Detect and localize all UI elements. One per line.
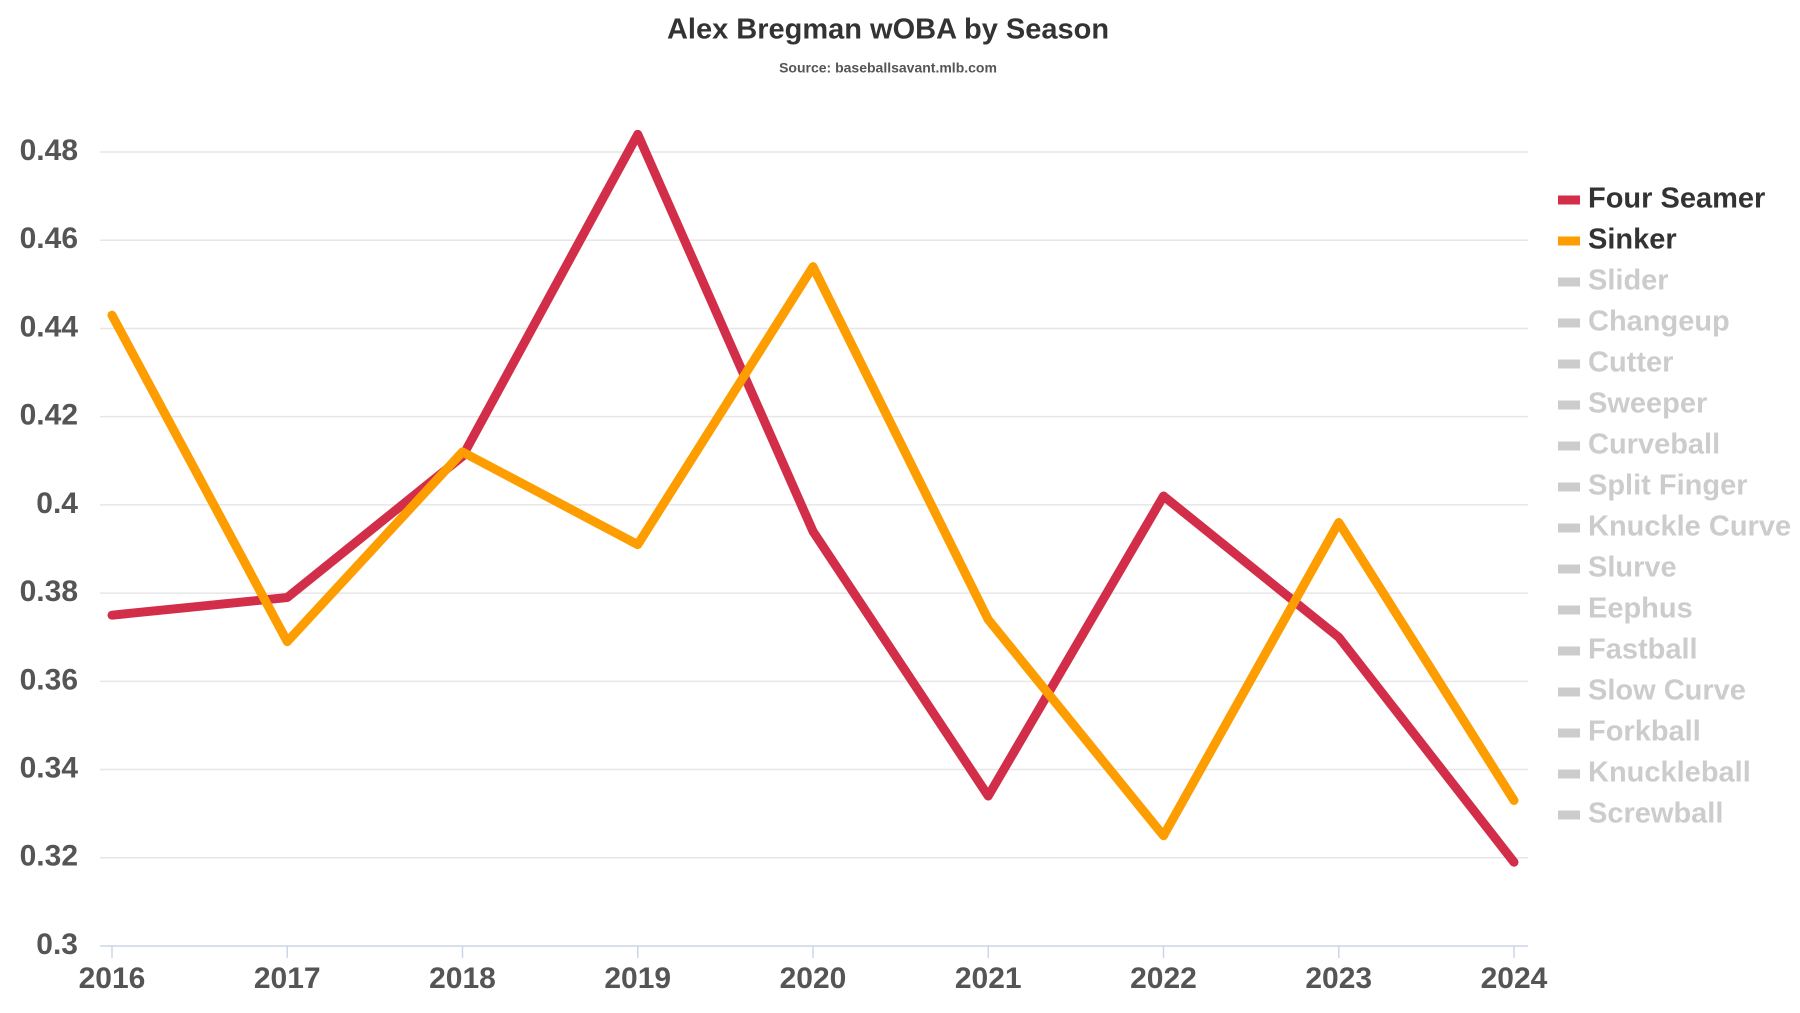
y-tick-label: 0.3 [36, 928, 78, 961]
legend-label[interactable]: Forkball [1588, 716, 1701, 748]
legend-label[interactable]: Curveball [1588, 429, 1720, 461]
y-tick-label: 0.38 [20, 575, 78, 608]
y-tick-label: 0.44 [20, 310, 79, 343]
x-tick-label: 2020 [780, 962, 847, 995]
x-tick-label: 2024 [1481, 962, 1548, 995]
series-line [107, 262, 1519, 841]
x-tick-label: 2017 [254, 962, 321, 995]
y-tick-label: 0.42 [20, 399, 78, 432]
x-tick-label: 2021 [955, 962, 1022, 995]
legend-label[interactable]: Slider [1588, 265, 1669, 297]
x-tick-label: 2016 [79, 962, 146, 995]
legend-label[interactable]: Changeup [1588, 306, 1730, 338]
chart-subtitle: Source: baseballsavant.mlb.com [779, 60, 997, 76]
y-tick-label: 0.36 [20, 663, 78, 696]
x-tick-label: 2019 [604, 962, 671, 995]
legend-label[interactable]: Eephus [1588, 593, 1693, 625]
legend-label[interactable]: Split Finger [1588, 470, 1748, 502]
legend-label[interactable]: Four Seamer [1588, 183, 1765, 215]
legend-label[interactable]: Sweeper [1588, 388, 1707, 420]
y-tick-label: 0.32 [20, 840, 78, 873]
legend-label[interactable]: Knuckle Curve [1588, 511, 1791, 543]
legend-label[interactable]: Slurve [1588, 552, 1677, 584]
legend-label[interactable]: Screwball [1588, 798, 1723, 830]
chart-title: Alex Bregman wOBA by Season [667, 14, 1109, 46]
y-tick-label: 0.34 [20, 751, 79, 784]
x-tick-label: 2023 [1305, 962, 1372, 995]
legend-label[interactable]: Cutter [1588, 347, 1673, 379]
y-tick-label: 0.48 [20, 134, 78, 167]
legend-label[interactable]: Fastball [1588, 634, 1698, 666]
legend-label[interactable]: Slow Curve [1588, 675, 1746, 707]
legend-label[interactable]: Knuckleball [1588, 757, 1751, 789]
x-tick-label: 2022 [1130, 962, 1197, 995]
y-tick-label: 0.46 [20, 222, 78, 255]
legend-label[interactable]: Sinker [1588, 224, 1677, 256]
series-line [107, 129, 1519, 867]
y-tick-label: 0.4 [36, 487, 78, 520]
x-tick-label: 2018 [429, 962, 496, 995]
